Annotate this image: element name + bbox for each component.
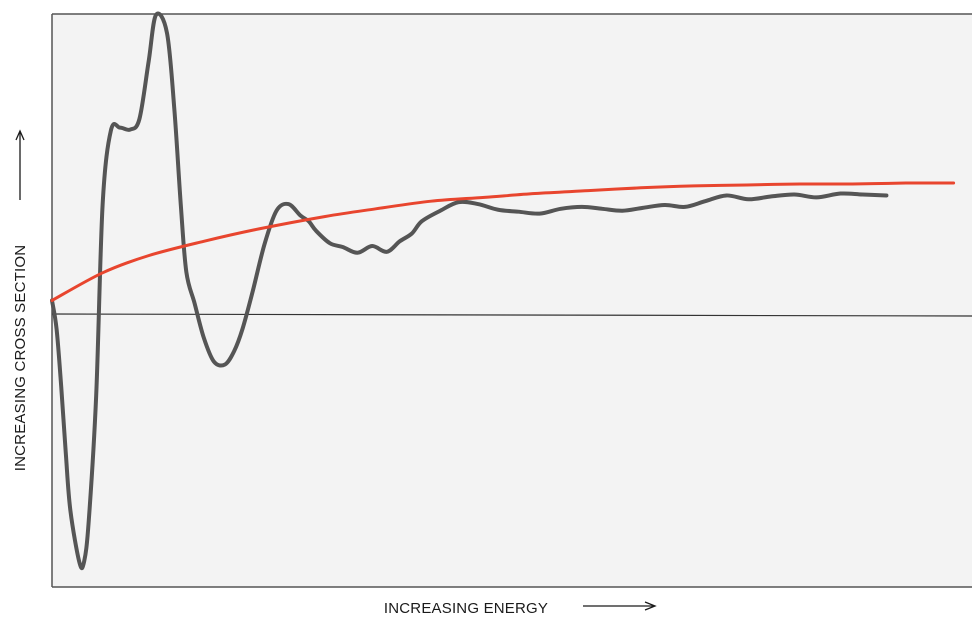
plot-background bbox=[52, 14, 972, 587]
x-axis-arrow bbox=[583, 601, 657, 611]
x-axis-title: INCREASING ENERGY bbox=[384, 600, 548, 617]
series-layer bbox=[50, 11, 956, 571]
series-line-2 bbox=[50, 181, 956, 302]
zero-baseline bbox=[51, 313, 972, 317]
series-line-1 bbox=[50, 11, 889, 571]
y-axis-arrow bbox=[15, 129, 25, 200]
y-axis-title: INCREASING CROSS SECTION bbox=[12, 245, 29, 472]
